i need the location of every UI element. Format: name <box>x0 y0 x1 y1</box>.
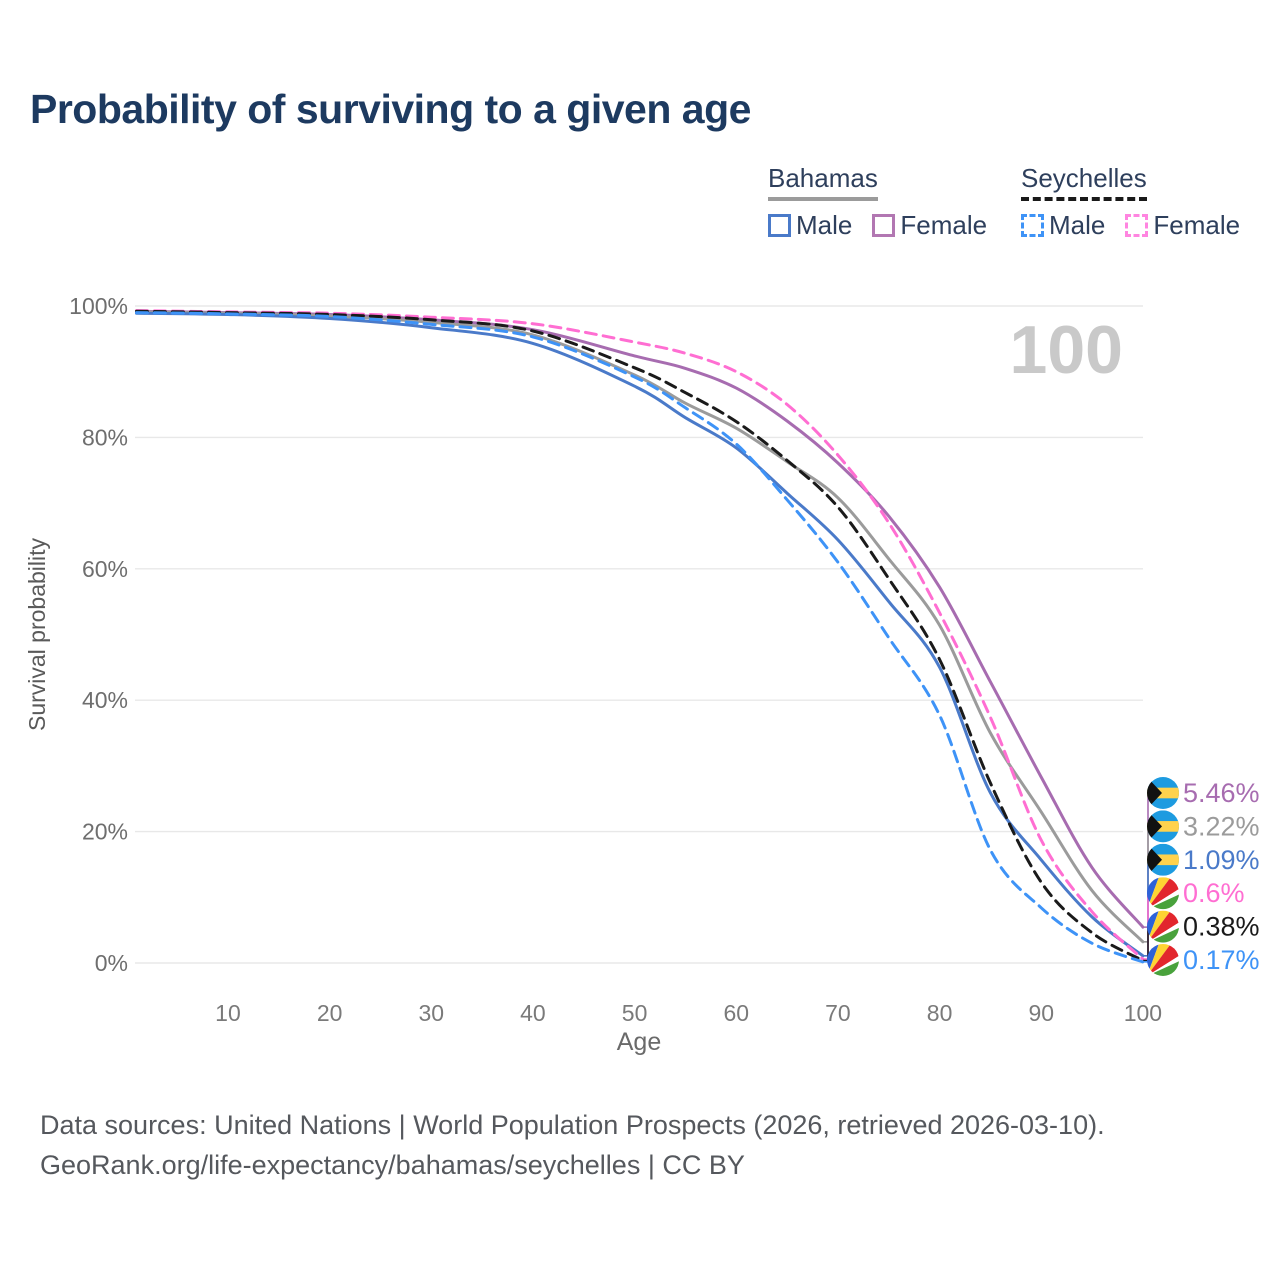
series-line-seychelles-male[interactable] <box>134 311 1145 964</box>
y-tick-label-0: 0% <box>95 950 128 976</box>
series-line-bahamas-total[interactable] <box>134 310 1145 944</box>
x-tick-label-40: 40 <box>520 1000 546 1026</box>
series-line-bahamas-female[interactable] <box>134 309 1145 929</box>
bahamas-female-swatch-icon <box>872 214 896 237</box>
legend-group-seychelles: Seychelles Male Female <box>1021 163 1240 241</box>
legend-item-bahamas-female[interactable]: Female <box>872 210 987 241</box>
end-label-value: 5.46% <box>1183 778 1260 808</box>
seychelles-female-swatch-icon <box>1125 214 1149 237</box>
y-axis-title: Survival probability <box>24 537 50 731</box>
end-label-value: 3.22% <box>1183 811 1260 841</box>
end-label-value: 0.17% <box>1183 945 1260 975</box>
attribution-line: GeoRank.org/life-expectancy/bahamas/seyc… <box>40 1150 745 1180</box>
y-tick-label-80: 80% <box>82 424 128 450</box>
legend-label: Male <box>1049 210 1106 240</box>
bahamas-male-swatch-icon <box>768 214 791 237</box>
bahamas-flag-icon <box>1147 843 1179 876</box>
x-axis-title: Age <box>617 1028 661 1056</box>
legend-label: Male <box>796 210 853 240</box>
x-tick-label-100: 100 <box>1124 1000 1162 1026</box>
x-tick-label-30: 30 <box>418 1000 444 1026</box>
x-tick-label-10: 10 <box>215 1000 241 1026</box>
seychelles-flag-icon <box>1147 944 1179 976</box>
y-tick-label-60: 60% <box>82 556 128 582</box>
age-watermark: 100 <box>1010 312 1123 388</box>
legend: Bahamas Male Female Seychelles Male <box>0 163 1280 243</box>
legend-header-bahamas: Bahamas <box>768 163 878 201</box>
end-label-bahamas-total: 3.22% <box>1147 810 1260 843</box>
legend-item-seychelles-female[interactable]: Female <box>1125 210 1240 241</box>
series-line-seychelles-total[interactable] <box>134 309 1145 962</box>
y-tick-label-100: 100% <box>69 293 128 319</box>
seychelles-flag-icon <box>1147 877 1179 910</box>
x-tick-label-50: 50 <box>622 1000 648 1026</box>
y-tick-label-40: 40% <box>82 687 128 713</box>
end-label-seychelles-male: 0.17% <box>1147 944 1260 976</box>
x-tick-label-70: 70 <box>825 1000 851 1026</box>
seychelles-flag-icon <box>1147 910 1179 943</box>
end-label-value: 0.38% <box>1183 912 1260 942</box>
seychelles-male-swatch-icon <box>1021 214 1044 237</box>
legend-header-seychelles: Seychelles <box>1021 163 1147 201</box>
end-label-seychelles-total: 0.38% <box>1147 910 1260 943</box>
end-label-seychelles-female: 0.6% <box>1147 877 1245 910</box>
y-tick-label-20: 20% <box>82 819 128 845</box>
data-sources-line: Data sources: United Nations | World Pop… <box>40 1110 1105 1140</box>
series-line-seychelles-female[interactable] <box>134 309 1145 961</box>
x-tick-label-90: 90 <box>1028 1000 1054 1026</box>
x-tick-label-80: 80 <box>927 1000 953 1026</box>
end-label-value: 0.6% <box>1183 878 1245 908</box>
footer: Data sources: United Nations | World Pop… <box>40 1105 1105 1185</box>
end-label-bahamas-male: 1.09% <box>1147 843 1260 876</box>
end-label-value: 1.09% <box>1183 845 1260 875</box>
legend-item-bahamas-male[interactable]: Male <box>768 210 852 241</box>
end-label-bahamas-female: 5.46% <box>1147 777 1260 809</box>
legend-label: Female <box>900 210 988 240</box>
x-tick-label-20: 20 <box>317 1000 343 1026</box>
legend-group-bahamas: Bahamas Male Female <box>768 163 987 241</box>
legend-item-seychelles-male[interactable]: Male <box>1021 210 1105 241</box>
bahamas-flag-icon <box>1147 777 1179 809</box>
series-line-bahamas-male[interactable] <box>134 311 1145 958</box>
page-title: Probability of surviving to a given age <box>30 86 751 132</box>
x-tick-label-60: 60 <box>723 1000 749 1026</box>
legend-label: Female <box>1153 210 1241 240</box>
bahamas-flag-icon <box>1147 810 1179 843</box>
